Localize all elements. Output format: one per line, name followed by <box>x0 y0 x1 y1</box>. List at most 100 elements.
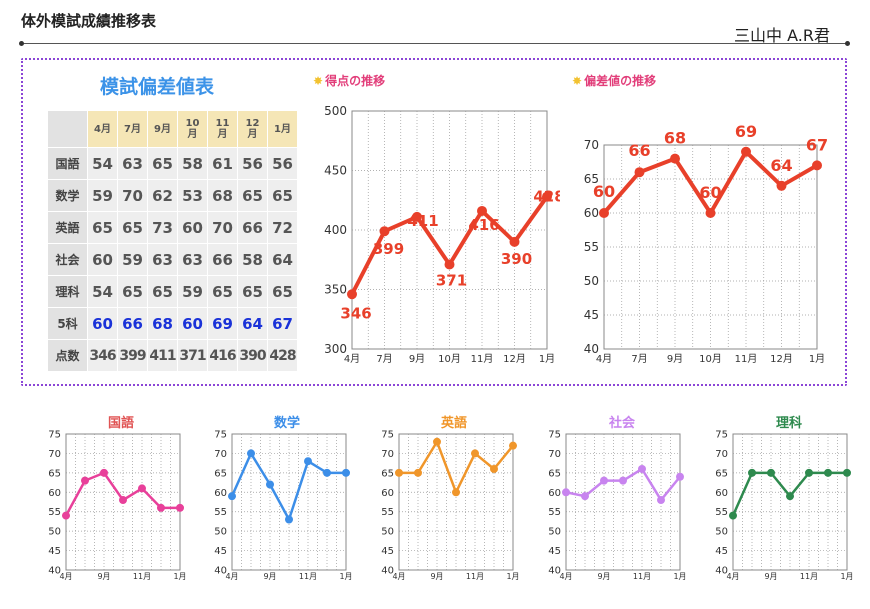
data-point <box>741 146 751 157</box>
table-cell: 61 <box>207 147 238 180</box>
data-point <box>509 236 520 247</box>
y-tick-label: 45 <box>48 546 61 557</box>
x-tick-label: 4月 <box>726 572 739 581</box>
x-tick-label: 1月 <box>173 572 186 581</box>
science-chart-title: 理科 <box>775 416 802 431</box>
score-chart-title: ✸ 得点の推移 <box>313 74 386 88</box>
row-label: 国語 <box>47 147 88 180</box>
y-tick-label: 45 <box>584 308 599 322</box>
row-label: 5科 <box>47 307 88 340</box>
y-tick-label: 60 <box>48 488 61 499</box>
y-tick-label: 50 <box>584 274 599 288</box>
plot-area <box>732 433 848 571</box>
data-point <box>634 167 645 178</box>
row-label: 英語 <box>47 211 88 244</box>
table-cell: 58 <box>177 147 208 180</box>
x-tick-label: 9月 <box>430 572 443 581</box>
data-point <box>477 205 487 216</box>
x-tick-label: 9月 <box>597 572 610 581</box>
japanese-chart: 40 45 50 55 60 65 70 75 4月 9月 11月 1月 <box>48 430 186 582</box>
data-point <box>176 503 184 512</box>
y-tick-label: 65 <box>48 468 61 479</box>
data-point <box>347 289 357 300</box>
y-tick-label: 40 <box>715 566 728 577</box>
y-tick-label: 60 <box>381 488 394 499</box>
data-point <box>786 492 794 501</box>
table-cell: 70 <box>117 179 148 212</box>
y-tick-label: 65 <box>715 468 728 479</box>
divider-dot-right <box>845 41 850 46</box>
data-point <box>412 211 422 222</box>
y-tick-label: 60 <box>715 488 728 499</box>
y-tick-label: 40 <box>584 342 599 356</box>
table-row: 点数 346 399 411 371 416 390 428 <box>47 339 298 372</box>
table-cell: 60 <box>177 211 208 244</box>
y-tick-label: 300 <box>324 342 347 356</box>
deviation-chart-title: ✸ 偏差値の推移 <box>572 74 657 88</box>
month-header: 4月 <box>87 110 118 148</box>
y-tick-label: 40 <box>48 566 61 577</box>
table-cell: 60 <box>177 307 208 340</box>
y-tick-label: 55 <box>715 507 728 518</box>
y-tick-label: 65 <box>214 468 227 479</box>
data-point <box>247 449 255 458</box>
data-label: 416 <box>468 216 499 234</box>
y-tick-label: 40 <box>548 566 561 577</box>
data-point <box>729 511 737 520</box>
table-cell: 60 <box>87 243 118 276</box>
y-tick-label: 40 <box>381 566 394 577</box>
y-tick-label: 75 <box>214 430 227 441</box>
x-tick-label: 9月 <box>97 572 110 581</box>
header-divider <box>21 43 847 44</box>
row-label: 数学 <box>47 179 88 212</box>
data-point <box>119 496 127 505</box>
data-point <box>812 160 822 171</box>
table-cell: 390 <box>237 339 268 372</box>
x-tick-label: 12月 <box>503 353 526 365</box>
data-point <box>670 153 680 164</box>
data-point <box>843 468 851 477</box>
y-tick-label: 50 <box>48 527 61 538</box>
table-cell: 65 <box>207 275 238 308</box>
data-label: 399 <box>373 240 404 258</box>
y-tick-label: 55 <box>48 507 61 518</box>
data-point <box>599 208 609 218</box>
data-point <box>323 468 331 477</box>
table-row: 英語 65 65 73 60 70 66 72 <box>47 211 298 244</box>
x-tick-label: 12月 <box>770 353 793 365</box>
page-title: 体外模試成績推移表 <box>21 12 157 30</box>
x-tick-label: 1月 <box>339 572 352 581</box>
table-cell: 62 <box>147 179 178 212</box>
y-tick-label: 45 <box>381 546 394 557</box>
y-tick-label: 60 <box>214 488 227 499</box>
y-tick-label: 65 <box>381 468 394 479</box>
table-cell: 346 <box>87 339 118 372</box>
y-tick-label: 55 <box>548 507 561 518</box>
table-cell: 66 <box>117 307 148 340</box>
x-tick-label: 1月 <box>673 572 686 581</box>
science-chart: 40 45 50 55 60 65 70 75 4月 9月 11月 1月 <box>715 430 853 582</box>
x-tick-label: 9月 <box>263 572 276 581</box>
data-label: 69 <box>735 122 757 141</box>
month-header: 12 月 <box>237 110 268 148</box>
table-cell: 416 <box>207 339 238 372</box>
data-point <box>342 468 350 477</box>
table-row: 理科 54 65 65 59 65 65 65 <box>47 275 298 308</box>
plot-area <box>398 433 514 571</box>
data-point <box>676 472 684 481</box>
summary-frame <box>21 58 847 386</box>
data-point <box>805 468 813 477</box>
y-tick-label: 60 <box>584 206 599 220</box>
table-row: 社会 60 59 63 63 66 58 64 <box>47 243 298 276</box>
table-cell: 54 <box>87 275 118 308</box>
data-point <box>776 180 787 191</box>
data-label: 68 <box>664 129 686 148</box>
table-cell: 59 <box>87 179 118 212</box>
table-cell: 73 <box>147 211 178 244</box>
data-point <box>581 492 589 501</box>
data-label: 428 <box>533 188 560 206</box>
y-tick-label: 65 <box>548 468 561 479</box>
y-tick-label: 70 <box>548 449 561 460</box>
